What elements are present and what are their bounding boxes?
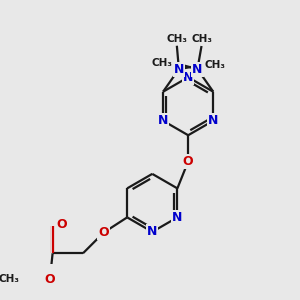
Text: N: N — [158, 114, 168, 127]
Text: O: O — [57, 218, 68, 231]
Text: CH₃: CH₃ — [167, 34, 188, 44]
Text: N: N — [192, 63, 203, 76]
Text: N: N — [147, 225, 158, 239]
Text: N: N — [174, 63, 184, 76]
Text: CH₃: CH₃ — [204, 60, 225, 70]
Text: N: N — [183, 71, 194, 84]
Text: CH₃: CH₃ — [152, 58, 172, 68]
Text: O: O — [44, 273, 55, 286]
Text: CH₃: CH₃ — [0, 274, 20, 284]
Text: O: O — [183, 155, 194, 168]
Text: N: N — [172, 211, 183, 224]
Text: O: O — [98, 226, 109, 239]
Text: N: N — [208, 114, 218, 127]
Text: CH₃: CH₃ — [191, 34, 212, 44]
